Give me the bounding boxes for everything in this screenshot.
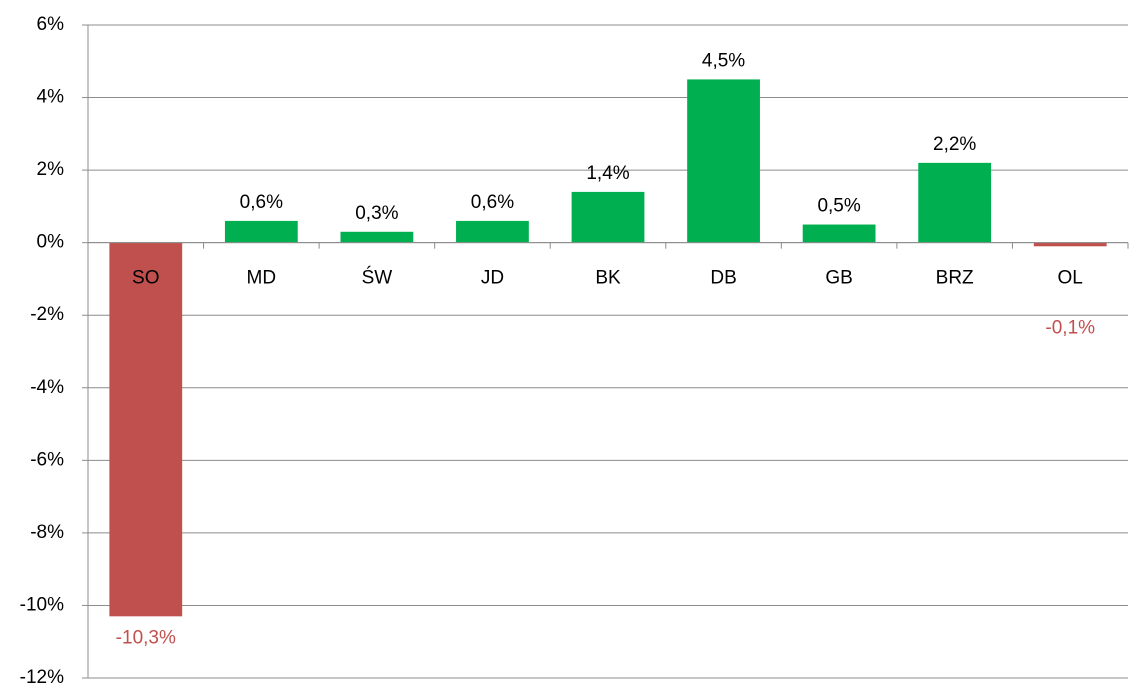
bar [224,220,298,243]
bar [687,79,760,243]
y-tick-label: 2% [37,159,65,180]
x-tick-label: SO [132,268,159,289]
value-label: -10,3% [116,627,176,648]
x-tick-label: BRZ [936,268,974,289]
value-label: -0,1% [1045,318,1095,339]
value-label: 0,6% [240,192,283,213]
bar [571,191,645,243]
y-tick-label: -4% [30,377,64,398]
bar [456,220,529,243]
x-tick-label: OL [1058,268,1083,289]
y-tick-label: -8% [30,522,64,543]
y-tick-label: 6% [37,14,65,35]
bar [918,162,992,243]
value-label: 1,4% [586,163,629,184]
value-label: 0,3% [355,203,398,224]
bar [340,231,414,243]
x-tick-label: ŚW [362,267,393,289]
y-tick-label: 4% [37,87,65,108]
value-label: 4,5% [702,50,745,71]
y-tick-label: -10% [20,594,64,615]
bar [802,224,876,243]
value-label: 0,5% [817,196,860,217]
value-label: 0,6% [471,192,514,213]
x-tick-label: MD [247,268,277,289]
y-tick-label: -2% [30,304,64,325]
value-label: 2,2% [933,134,976,155]
bar [109,242,183,617]
y-tick-label: -12% [20,667,64,686]
y-tick-label: 0% [37,232,65,253]
x-tick-label: BK [595,268,621,289]
bar [1033,242,1107,247]
x-tick-label: DB [710,268,736,289]
x-tick-label: GB [825,268,852,289]
y-tick-label: -6% [30,449,64,470]
x-tick-label: JD [481,268,504,289]
